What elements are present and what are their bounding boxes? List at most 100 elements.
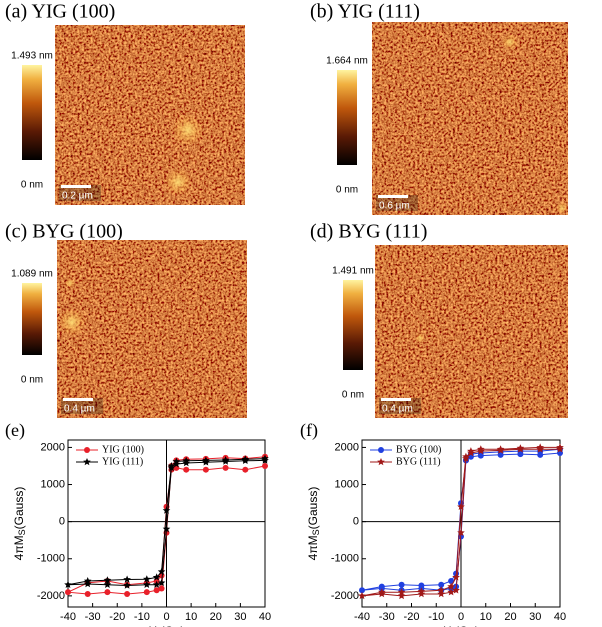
data-point: [162, 525, 171, 533]
data-point: [158, 585, 165, 592]
data-point: [241, 456, 250, 464]
colorbar-max: 1.493 nm: [11, 51, 53, 62]
data-point: [477, 452, 484, 459]
colorbar-max: 1.089 nm: [11, 269, 53, 280]
afm-feature: [415, 333, 425, 343]
afm-feature: [502, 34, 518, 50]
data-point: [448, 578, 455, 585]
scale-bar-label: 0.4 µm: [64, 404, 95, 415]
data-point: [262, 462, 268, 469]
x-tick-label: 30: [529, 611, 541, 623]
colorbar-min: 0 nm: [21, 180, 43, 191]
legend-marker: [378, 447, 384, 453]
data-point: [452, 573, 460, 581]
chart-title: (f): [300, 420, 318, 441]
afm-feature: [58, 308, 86, 336]
data-point: [65, 589, 71, 596]
data-point: [183, 466, 190, 473]
colorbar: [337, 70, 357, 165]
data-point: [397, 591, 406, 600]
y-tick-label: 2000: [335, 441, 359, 453]
data-point: [556, 445, 564, 453]
y-tick-label: -1000: [331, 553, 359, 565]
scale-bar-bg: [59, 185, 101, 201]
data-point: [467, 449, 475, 457]
colorbar-max: 1.664 nm: [326, 56, 368, 67]
data-point: [358, 591, 366, 600]
x-tick-label: 10: [185, 611, 197, 623]
data-point: [447, 588, 455, 596]
x-tick-label: 0: [163, 611, 169, 623]
legend-marker: [377, 458, 385, 466]
data-point: [123, 581, 131, 589]
scale-bar: [63, 398, 93, 401]
data-point: [157, 567, 166, 575]
scale-bar-label: 0.6 µm: [379, 201, 410, 212]
data-point: [398, 581, 405, 588]
x-tick-label: -40: [60, 611, 76, 623]
data-point: [182, 459, 190, 467]
y-axis-label-main: 4πM: [306, 535, 320, 560]
y-tick-label: 2000: [41, 441, 65, 453]
data-point: [457, 528, 465, 536]
legend-label: BYG (111): [396, 456, 441, 467]
x-tick-label: 20: [210, 611, 222, 623]
y-axis-label-sub: S: [311, 529, 321, 535]
data-point: [497, 451, 504, 458]
afm-image: [57, 240, 247, 418]
scale-bar-bg: [376, 195, 418, 211]
data-point: [202, 458, 210, 466]
data-point: [83, 580, 92, 588]
panel-label: (d) BYG (111): [310, 221, 427, 243]
scale-bar: [61, 185, 91, 188]
scale-bar-label: 0.2 µm: [62, 191, 93, 202]
data-point: [261, 456, 269, 464]
data-point: [64, 580, 72, 588]
y-axis-label: 4πMS(Gauss): [12, 487, 27, 561]
data-point: [172, 460, 181, 468]
data-point: [162, 506, 171, 514]
data-point: [517, 451, 524, 458]
x-axis-label: H (Oe): [443, 624, 479, 627]
x-axis-label: H (Oe): [149, 624, 185, 627]
afm-image: [375, 245, 568, 418]
legend-label: YIG (100): [102, 444, 144, 455]
panel-label: (c) BYG (100): [5, 221, 123, 243]
panel-label: (b) YIG (111): [310, 1, 420, 23]
data-point: [438, 581, 445, 588]
data-point: [417, 590, 426, 598]
data-point: [537, 451, 544, 458]
data-point: [462, 452, 470, 460]
data-point: [242, 466, 249, 473]
data-point: [124, 591, 131, 598]
y-tick-label: 1000: [41, 478, 65, 490]
afm-image: [372, 22, 568, 215]
scale-bar-bg: [61, 398, 103, 414]
data-point: [477, 447, 485, 455]
y-tick-label: -2000: [37, 590, 65, 602]
data-point: [516, 445, 525, 453]
x-tick-label: 0: [458, 611, 464, 623]
x-tick-label: -10: [428, 611, 444, 623]
x-tick-label: 30: [234, 611, 246, 623]
data-point: [457, 502, 465, 510]
afm-feature: [172, 114, 204, 146]
data-point: [152, 573, 161, 581]
legend-label: BYG (100): [396, 444, 441, 455]
scale-bar: [378, 195, 408, 198]
y-axis-label-main: 4πM: [12, 535, 26, 560]
data-point: [167, 462, 176, 470]
data-point: [417, 587, 426, 595]
data-point: [222, 464, 229, 471]
data-point: [153, 587, 160, 594]
data-point: [437, 586, 445, 594]
data-point: [452, 586, 460, 594]
x-tick-label: -20: [404, 611, 420, 623]
y-tick-label: -2000: [331, 590, 359, 602]
afm-feature: [556, 202, 568, 214]
y-axis-label-unit: (Gauss): [306, 487, 320, 530]
x-tick-label: -20: [109, 611, 125, 623]
legend-marker: [84, 447, 90, 453]
legend-marker: [83, 458, 91, 466]
